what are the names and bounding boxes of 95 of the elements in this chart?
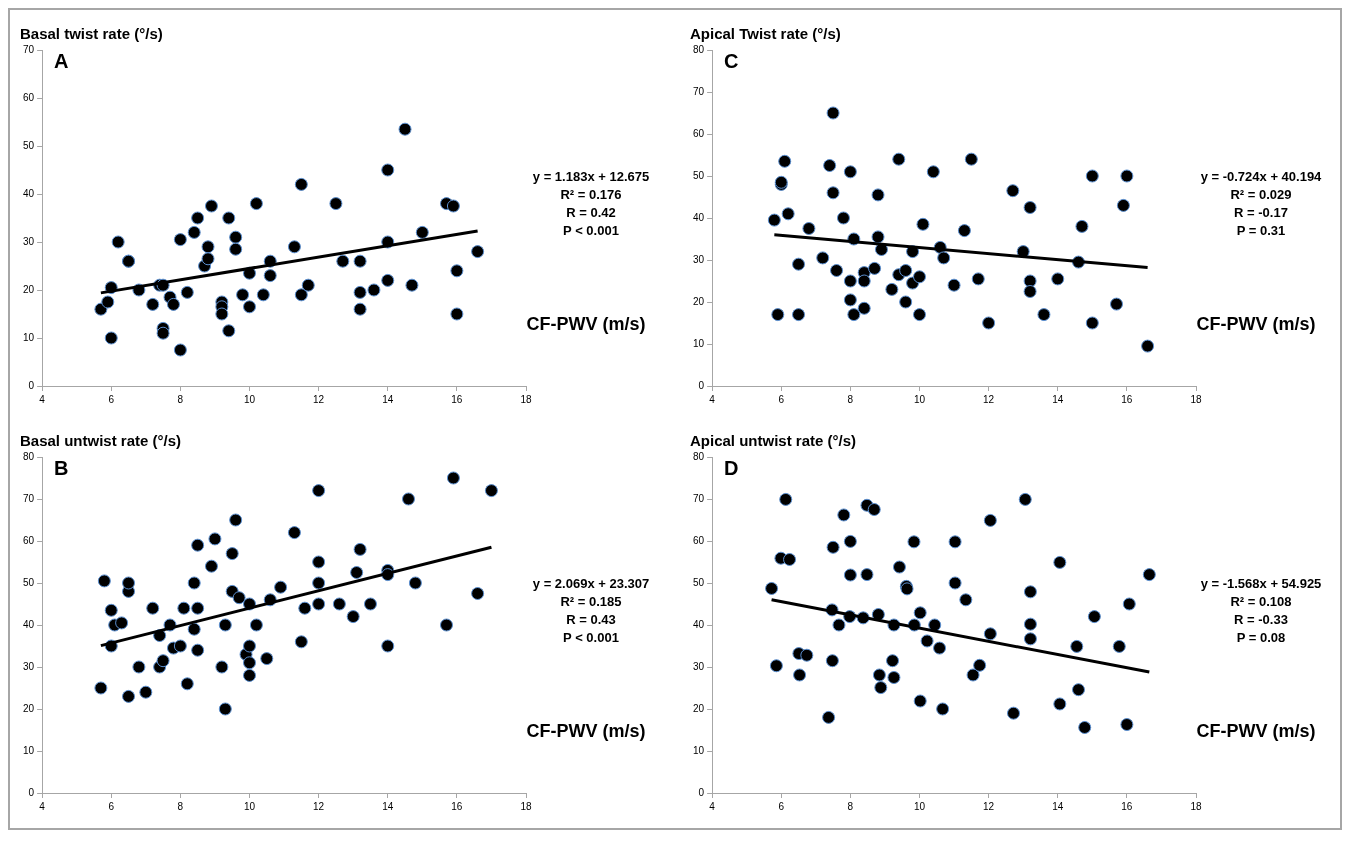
x-tick-label: 6 (108, 800, 115, 812)
y-tick-label: 80 (693, 43, 705, 55)
y-tick-label: 10 (23, 331, 35, 343)
x-tick-label: 12 (983, 800, 995, 812)
y-tick-label: 60 (23, 91, 35, 103)
text: R² = 0.029 (1230, 187, 1292, 203)
annotation: C (724, 49, 739, 72)
text: R = -0.33 (1234, 612, 1288, 628)
x-tick-label: 18 (1190, 393, 1202, 405)
x-tick-label: 14 (1052, 800, 1064, 812)
x-tick-label: 8 (847, 393, 854, 405)
text: y = -1.568x + 54.925 (1200, 576, 1322, 592)
text: y = 1.183x + 12.675 (532, 169, 650, 185)
x-tick-label: 4 (39, 800, 46, 812)
y-tick-label: 60 (693, 127, 705, 139)
y-tick-label: 60 (693, 534, 705, 546)
y-tick-label: 10 (693, 337, 705, 349)
x-tick-label: 8 (177, 800, 184, 812)
y-tick-label: 10 (23, 744, 35, 756)
chart-title: Basal twist rate (°/s) (20, 25, 163, 43)
x-tick-label: 16 (1121, 800, 1133, 812)
text: P = 0.08 (1236, 630, 1286, 646)
y-tick-label: 50 (23, 576, 35, 588)
annotation: D (724, 456, 739, 479)
x-tick-label: 10 (913, 393, 926, 405)
y-tick-label: 40 (23, 618, 35, 630)
y-tick-label: 80 (693, 450, 705, 462)
x-tick-label: 12 (313, 800, 325, 812)
y-tick-label: 20 (23, 702, 35, 714)
y-tick-label: 20 (693, 295, 705, 307)
x-tick-label: 18 (520, 393, 532, 405)
text: R² = 0.185 (560, 594, 622, 610)
x-tick-label: 18 (520, 800, 532, 812)
y-tick-label: 30 (23, 235, 35, 247)
y-tick-label: 70 (23, 43, 35, 55)
y-tick-label: 50 (693, 169, 705, 181)
x-tick-label: 4 (709, 800, 716, 812)
x-tick-label: 8 (847, 800, 854, 812)
text: R = 0.42 (566, 205, 616, 221)
x-tick-label: 16 (451, 393, 463, 405)
x-tick-label: 10 (243, 800, 256, 812)
x-axis-title: CF-PWV (m/s) (1196, 721, 1316, 742)
x-tick-label: 16 (1121, 393, 1133, 405)
y-tick-label: 30 (693, 660, 705, 672)
text: R² = 0.108 (1230, 594, 1292, 610)
y-tick-label: 30 (23, 660, 35, 672)
x-tick-label: 18 (1190, 800, 1202, 812)
x-tick-label: 6 (108, 393, 115, 405)
y-tick-label: 0 (28, 786, 35, 798)
x-tick-label: 4 (709, 393, 716, 405)
x-tick-label: 12 (983, 393, 995, 405)
y-tick-label: 70 (693, 85, 705, 97)
x-axis-title: CF-PWV (m/s) (526, 721, 646, 742)
y-tick-label: 50 (23, 139, 35, 151)
x-tick-label: 6 (778, 393, 785, 405)
y-tick-label: 20 (23, 283, 35, 295)
text: P = 0.31 (1236, 223, 1286, 239)
y-tick-label: 40 (693, 618, 705, 630)
text: P < 0.001 (563, 630, 619, 646)
y-tick-label: 80 (23, 450, 35, 462)
chart-title: Apical untwist rate (°/s) (690, 432, 857, 450)
y-tick-label: 20 (693, 702, 705, 714)
x-tick-label: 14 (1052, 393, 1064, 405)
x-tick-label: 12 (313, 393, 325, 405)
y-tick-label: 50 (693, 576, 705, 588)
y-tick-label: 70 (693, 492, 705, 504)
x-tick-label: 8 (177, 393, 184, 405)
text: R = -0.17 (1234, 205, 1288, 221)
x-tick-label: 6 (778, 800, 785, 812)
x-tick-label: 14 (382, 800, 394, 812)
x-tick-label: 10 (243, 393, 256, 405)
y-tick-label: 40 (693, 211, 705, 223)
text: y = -0.724x + 40.194 (1200, 169, 1323, 185)
x-axis-title: CF-PWV (m/s) (1196, 314, 1316, 335)
text: y = 2.069x + 23.307 (532, 576, 650, 592)
annotation: B (54, 456, 69, 479)
y-tick-label: 0 (698, 379, 705, 391)
y-tick-label: 0 (698, 786, 705, 798)
y-tick-label: 40 (23, 187, 35, 199)
chart-title: Basal untwist rate (°/s) (20, 432, 182, 450)
text: R = 0.43 (566, 612, 616, 628)
y-tick-label: 0 (28, 379, 35, 391)
x-tick-label: 16 (451, 800, 463, 812)
text: R² = 0.176 (560, 187, 622, 203)
y-tick-label: 10 (693, 744, 705, 756)
y-tick-label: 30 (693, 253, 705, 265)
chart-title: Apical Twist rate (°/s) (690, 25, 841, 43)
x-tick-label: 14 (382, 393, 394, 405)
x-axis-title: CF-PWV (m/s) (526, 314, 646, 335)
text: P < 0.001 (563, 223, 619, 239)
y-tick-label: 70 (23, 492, 35, 504)
y-tick-label: 60 (23, 534, 35, 546)
x-tick-label: 10 (913, 800, 926, 812)
annotation: A (54, 49, 69, 72)
x-tick-label: 4 (39, 393, 46, 405)
